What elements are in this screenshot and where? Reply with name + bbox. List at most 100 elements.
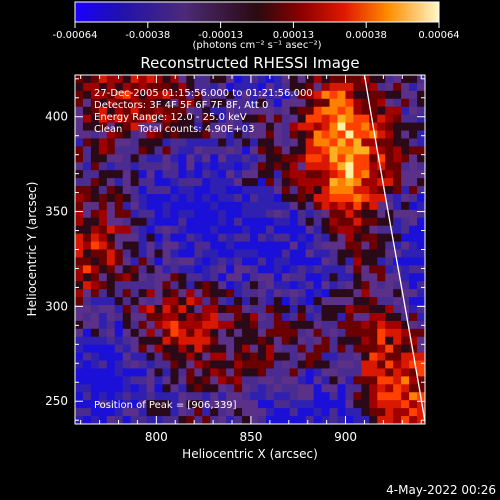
heatmap-cell: [130, 75, 140, 84]
heatmap-cell: [297, 201, 307, 211]
heatmap-cell: [361, 170, 370, 179]
heatmap-cell: [162, 193, 171, 203]
heatmap-cell: [385, 273, 394, 282]
heatmap-cell: [329, 408, 338, 417]
heatmap-cell: [242, 122, 251, 131]
x-tick-label: 850: [239, 430, 262, 444]
heatmap-cell: [345, 368, 354, 377]
heatmap-cell: [226, 209, 235, 219]
heatmap-cell: [313, 193, 322, 203]
heatmap-cell: [385, 320, 394, 330]
heatmap-cell: [194, 233, 203, 242]
heatmap-cell: [377, 328, 386, 338]
heatmap-cell: [114, 257, 124, 266]
heatmap-cell: [281, 75, 291, 84]
heatmap-cell: [281, 225, 291, 235]
heatmap-cell: [345, 320, 354, 330]
heatmap-cell: [321, 416, 330, 424]
heatmap-cell: [242, 225, 251, 235]
heatmap-cell: [337, 75, 346, 84]
heatmap-cell: [329, 344, 338, 354]
heatmap-cell: [202, 376, 211, 385]
heatmap-cell: [170, 241, 179, 250]
heatmap-cell: [162, 241, 171, 250]
heatmap-cell: [98, 130, 108, 139]
heatmap-cell: [257, 122, 267, 131]
heatmap-cell: [337, 297, 346, 306]
heatmap-cell: [385, 138, 394, 147]
heatmap-cell: [226, 201, 235, 211]
heatmap-cell: [82, 305, 92, 314]
heatmap-cell: [409, 400, 418, 409]
heatmap-cell: [242, 186, 251, 195]
heatmap-cell: [321, 201, 330, 211]
heatmap-cell: [98, 289, 108, 298]
heatmap-cell: [90, 392, 100, 401]
heatmap-cell: [234, 138, 243, 147]
heatmap-cell: [226, 154, 235, 163]
heatmap-cell: [82, 320, 92, 330]
heatmap-cell: [130, 368, 140, 377]
heatmap-cell: [321, 178, 330, 187]
heatmap-cell: [281, 122, 291, 131]
heatmap-cell: [90, 186, 100, 195]
heatmap-cell: [273, 408, 283, 417]
heatmap-cell: [369, 186, 378, 195]
heatmap-cell: [194, 249, 203, 258]
heatmap-cell: [401, 376, 410, 385]
heatmap-cell: [178, 178, 187, 187]
heatmap-cell: [194, 328, 203, 338]
heatmap-cell: [297, 328, 307, 338]
heatmap-cell: [218, 170, 227, 179]
heatmap-cell: [385, 209, 394, 219]
heatmap-cell: [289, 344, 299, 354]
heatmap-cell: [170, 146, 179, 155]
heatmap-cell: [162, 201, 171, 211]
heatmap-cell: [75, 233, 84, 242]
heatmap-cell: [297, 344, 307, 354]
heatmap-cell: [162, 392, 171, 401]
heatmap-cell: [186, 257, 195, 266]
heatmap-cell: [98, 186, 108, 195]
heatmap-cell: [273, 114, 283, 123]
heatmap-cell: [321, 320, 330, 330]
heatmap-cell: [162, 368, 171, 377]
heatmap-cell: [409, 154, 418, 163]
heatmap-cell: [337, 162, 346, 171]
heatmap-cell: [393, 193, 402, 203]
heatmap-cell: [257, 376, 267, 385]
heatmap-cell: [202, 289, 211, 298]
heatmap-cell: [218, 106, 227, 116]
heatmap-cell: [305, 249, 315, 258]
heatmap-cell: [90, 82, 100, 92]
footer-date: 4-May-2022 00:26: [386, 483, 496, 497]
heatmap-cell: [305, 273, 315, 282]
heatmap-cell: [146, 75, 155, 84]
heatmap-cell: [281, 273, 291, 282]
heatmap-cell: [337, 368, 346, 377]
heatmap-cell: [393, 90, 402, 100]
heatmap-cell: [234, 257, 243, 266]
heatmap-cell: [393, 201, 402, 211]
heatmap-cell: [154, 217, 163, 227]
heatmap-cell: [273, 241, 283, 250]
heatmap-cell: [393, 352, 402, 361]
heatmap-cell: [393, 146, 402, 155]
heatmap-cell: [401, 209, 410, 219]
heatmap-cell: [409, 138, 418, 147]
heatmap-cell: [114, 122, 124, 131]
heatmap-cell: [353, 273, 362, 282]
heatmap-cell: [257, 146, 267, 155]
heatmap-cell: [122, 186, 132, 195]
heatmap-cell: [377, 416, 386, 424]
heatmap-cell: [178, 75, 187, 84]
heatmap-cell: [417, 209, 425, 219]
heatmap-cell: [265, 352, 275, 361]
heatmap-cell: [146, 233, 155, 242]
heatmap-cell: [321, 217, 330, 227]
heatmap-cell: [194, 289, 203, 298]
heatmap-cell: [345, 312, 354, 322]
heatmap-cell: [329, 217, 338, 227]
heatmap-cell: [154, 138, 163, 147]
heatmap-cell: [146, 178, 155, 187]
